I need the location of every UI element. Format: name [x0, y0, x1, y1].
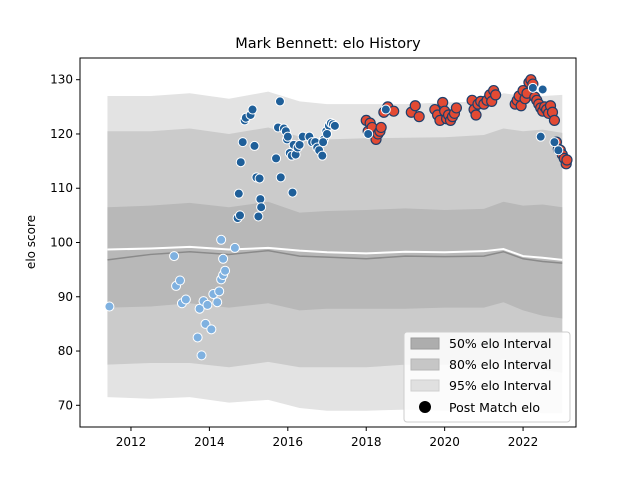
legend-frame: [403, 331, 571, 423]
data-point-0-66: [322, 128, 333, 139]
y-tick-label-100: 100: [50, 236, 73, 250]
data-point-2-5: [549, 137, 560, 148]
x-tick-label-2022: 2022: [508, 435, 539, 449]
data-point-0-31: [249, 140, 260, 151]
x-tick-label-2014: 2014: [194, 435, 225, 449]
data-point-0-39: [274, 96, 285, 107]
legend-swatch-band80: [410, 358, 440, 371]
data-point-0-9: [202, 299, 213, 310]
data-point-1-7: [375, 121, 387, 134]
data-point-0-36: [256, 202, 267, 213]
data-point-0-65: [318, 137, 329, 148]
data-point-0-64: [329, 120, 340, 131]
x-tick-label-2018: 2018: [351, 435, 382, 449]
data-point-1-35: [490, 89, 502, 101]
data-point-2-6: [553, 145, 564, 156]
y-tick-label-120: 120: [50, 127, 73, 141]
data-point-2-3: [537, 84, 548, 95]
data-point-0-30: [247, 104, 258, 115]
data-point-0-35: [255, 194, 266, 205]
data-point-0-47: [287, 187, 298, 198]
legend-swatch-band95: [410, 379, 440, 392]
legend-label-post-match: Post Match elo: [449, 400, 540, 415]
x-tick-label-2016: 2016: [273, 435, 304, 449]
legend-label-band50: 50% elo Interval: [449, 336, 551, 351]
data-point-0-19: [216, 234, 227, 245]
legend: 50% elo Interval 80% elo Interval 95% el…: [403, 331, 571, 423]
data-point-1-63: [561, 154, 573, 166]
data-point-0-37: [271, 153, 282, 164]
data-point-0-25: [235, 157, 246, 168]
data-point-0-21: [229, 242, 240, 253]
data-point-0-14: [212, 297, 223, 308]
legend-label-band80: 80% elo Interval: [449, 357, 551, 372]
data-point-0-26: [237, 137, 248, 148]
data-point-2-2: [527, 82, 538, 93]
y-axis: 70 80 90 100 110 120 130: [50, 73, 80, 412]
data-point-2-0: [363, 128, 374, 139]
data-point-0-24: [233, 188, 244, 199]
data-point-0-23: [234, 210, 245, 221]
legend-swatch-band50: [410, 337, 440, 350]
data-point-0-44: [282, 131, 293, 142]
data-point-1-12: [409, 100, 421, 112]
data-point-0-11: [192, 332, 203, 343]
median-line: [107, 249, 563, 264]
data-point-2-4: [535, 131, 546, 142]
data-point-1-56: [548, 114, 561, 127]
data-point-0-40: [275, 172, 286, 183]
data-point-0-12: [206, 324, 217, 335]
mean-line: [107, 245, 563, 261]
data-point-1-27: [470, 109, 482, 121]
x-axis: 2012 2014 2016 2018 2020 2022: [116, 427, 539, 449]
data-point-1-13: [413, 111, 425, 123]
chart-title: Mark Bennett: elo History: [235, 36, 421, 52]
data-point-0-15: [214, 286, 225, 297]
data-point-0-18: [220, 265, 231, 276]
data-point-1-24: [450, 102, 463, 114]
y-tick-label-110: 110: [50, 181, 73, 195]
data-point-0-8: [196, 350, 207, 361]
y-tick-label-80: 80: [58, 344, 73, 358]
y-tick-label-90: 90: [58, 290, 73, 304]
y-tick-label-130: 130: [50, 73, 73, 87]
data-point-0-33: [253, 211, 264, 222]
x-tick-label-2012: 2012: [116, 435, 147, 449]
y-axis-label: elo score: [24, 215, 38, 269]
data-point-0-5: [180, 294, 191, 305]
legend-marker-post-match: [419, 401, 431, 413]
data-point-2-1: [380, 104, 391, 115]
x-tick-label-2020: 2020: [429, 435, 460, 449]
data-point-0-1: [169, 251, 180, 262]
data-point-0-0: [104, 301, 115, 312]
legend-label-band95: 95% elo Interval: [449, 378, 551, 393]
data-point-0-58: [317, 150, 328, 161]
data-point-0-3: [174, 275, 185, 286]
data-point-0-20: [218, 253, 229, 264]
y-tick-label-70: 70: [58, 398, 73, 412]
data-point-0-34: [254, 173, 265, 184]
